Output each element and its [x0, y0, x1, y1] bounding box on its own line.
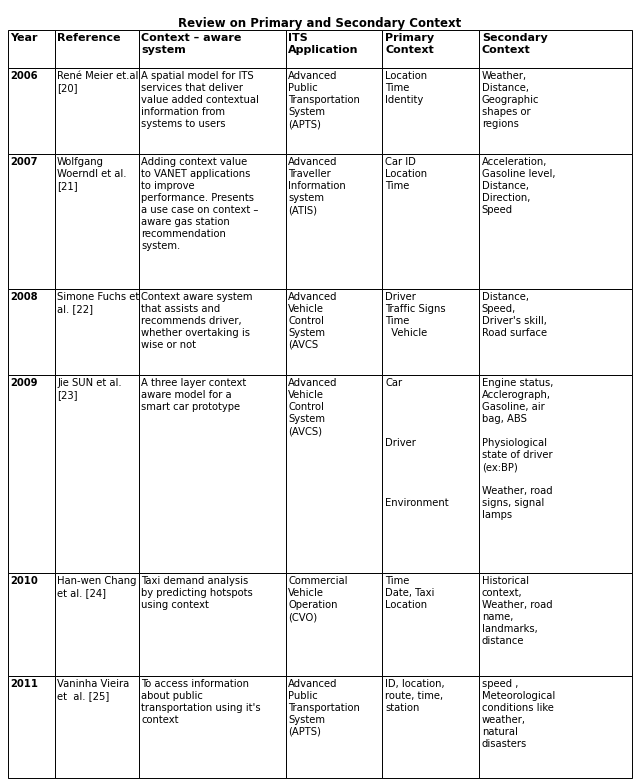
Bar — [285, 30, 383, 68]
Text: Time
Date, Taxi
Location: Time Date, Taxi Location — [385, 576, 435, 611]
Bar — [383, 676, 479, 778]
Bar — [479, 30, 632, 68]
Text: ITS
Application: ITS Application — [288, 33, 358, 55]
Text: Review on Primary and Secondary Context: Review on Primary and Secondary Context — [179, 17, 461, 30]
Bar — [285, 155, 383, 288]
Text: 2011: 2011 — [10, 679, 38, 689]
Bar — [54, 68, 139, 155]
Text: Han-wen Chang
et al. [24]: Han-wen Chang et al. [24] — [57, 576, 136, 598]
Text: Secondary
Context: Secondary Context — [482, 33, 548, 55]
Text: Context aware system
that assists and
recommends driver,
whether overtaking is
w: Context aware system that assists and re… — [141, 291, 253, 350]
Bar — [139, 30, 285, 68]
Bar — [139, 573, 285, 676]
Text: speed ,
Meteorological
conditions like
weather,
natural
disasters: speed , Meteorological conditions like w… — [482, 679, 555, 749]
Text: Location
Time
Identity: Location Time Identity — [385, 71, 427, 105]
Text: Taxi demand analysis
by predicting hotspots
using context: Taxi demand analysis by predicting hotsp… — [141, 576, 253, 611]
Text: Distance,
Speed,
Driver's skill,
Road surface: Distance, Speed, Driver's skill, Road su… — [482, 291, 547, 337]
Bar — [8, 676, 54, 778]
Text: Engine status,
Acclerograph,
Gasoline, air
bag, ABS

Physiological
state of driv: Engine status, Acclerograph, Gasoline, a… — [482, 378, 553, 520]
Bar — [54, 676, 139, 778]
Bar — [139, 676, 285, 778]
Text: Adding context value
to VANET applications
to improve
performance. Presents
a us: Adding context value to VANET applicatio… — [141, 158, 259, 251]
Text: 2007: 2007 — [10, 158, 38, 167]
Text: Context – aware
system: Context – aware system — [141, 33, 242, 55]
Bar — [383, 155, 479, 288]
Text: 2009: 2009 — [10, 378, 38, 388]
Text: Wolfgang
Woerndl et al.
[21]: Wolfgang Woerndl et al. [21] — [57, 158, 127, 191]
Bar — [479, 288, 632, 375]
Text: Commercial
Vehicle
Operation
(CVO): Commercial Vehicle Operation (CVO) — [288, 576, 348, 622]
Text: René Meier et.al
[20]: René Meier et.al [20] — [57, 71, 138, 93]
Bar — [285, 573, 383, 676]
Text: Historical
context,
Weather, road
name,
landmarks,
distance: Historical context, Weather, road name, … — [482, 576, 552, 647]
Text: Advanced
Traveller
Information
system
(ATIS): Advanced Traveller Information system (A… — [288, 158, 346, 216]
Text: A three layer context
aware model for a
smart car prototype: A three layer context aware model for a … — [141, 378, 246, 412]
Bar — [479, 676, 632, 778]
Text: Simone Fuchs et
al. [22]: Simone Fuchs et al. [22] — [57, 291, 140, 314]
Bar — [139, 288, 285, 375]
Text: Advanced
Public
Transportation
System
(APTS): Advanced Public Transportation System (A… — [288, 679, 360, 736]
Text: Advanced
Public
Transportation
System
(APTS): Advanced Public Transportation System (A… — [288, 71, 360, 129]
Bar — [479, 155, 632, 288]
Bar — [383, 375, 479, 573]
Bar — [8, 30, 54, 68]
Bar — [54, 155, 139, 288]
Bar — [54, 288, 139, 375]
Text: Car




Driver




Environment: Car Driver Environment — [385, 378, 449, 508]
Text: Reference: Reference — [57, 33, 120, 43]
Text: Vaninha Vieira
et  al. [25]: Vaninha Vieira et al. [25] — [57, 679, 129, 701]
Bar — [54, 573, 139, 676]
Bar — [479, 573, 632, 676]
Bar — [8, 68, 54, 155]
Text: Advanced
Vehicle
Control
System
(AVCS: Advanced Vehicle Control System (AVCS — [288, 291, 338, 350]
Bar — [479, 375, 632, 573]
Bar — [285, 676, 383, 778]
Text: Driver
Traffic Signs
Time
  Vehicle: Driver Traffic Signs Time Vehicle — [385, 291, 445, 337]
Bar — [285, 375, 383, 573]
Text: 2008: 2008 — [10, 291, 38, 301]
Bar — [139, 375, 285, 573]
Bar — [285, 68, 383, 155]
Text: 2010: 2010 — [10, 576, 38, 587]
Bar — [54, 30, 139, 68]
Text: Advanced
Vehicle
Control
System
(AVCS): Advanced Vehicle Control System (AVCS) — [288, 378, 338, 436]
Bar — [139, 155, 285, 288]
Bar — [8, 155, 54, 288]
Bar — [285, 288, 383, 375]
Text: Weather,
Distance,
Geographic
shapes or
regions: Weather, Distance, Geographic shapes or … — [482, 71, 540, 129]
Text: Acceleration,
Gasoline level,
Distance,
Direction,
Speed: Acceleration, Gasoline level, Distance, … — [482, 158, 556, 216]
Bar — [383, 68, 479, 155]
Bar — [8, 288, 54, 375]
Text: ID, location,
route, time,
station: ID, location, route, time, station — [385, 679, 445, 713]
Text: To access information
about public
transportation using it's
context: To access information about public trans… — [141, 679, 261, 725]
Bar — [383, 573, 479, 676]
Bar — [139, 68, 285, 155]
Bar — [479, 68, 632, 155]
Text: Primary
Context: Primary Context — [385, 33, 434, 55]
Bar — [54, 375, 139, 573]
Text: 2006: 2006 — [10, 71, 38, 81]
Bar — [383, 30, 479, 68]
Text: A spatial model for ITS
services that deliver
value added contextual
information: A spatial model for ITS services that de… — [141, 71, 259, 129]
Bar — [8, 573, 54, 676]
Bar — [383, 288, 479, 375]
Text: Jie SUN et al.
[23]: Jie SUN et al. [23] — [57, 378, 122, 400]
Text: Car ID
Location
Time: Car ID Location Time — [385, 158, 427, 191]
Bar — [8, 375, 54, 573]
Text: Year: Year — [10, 33, 38, 43]
